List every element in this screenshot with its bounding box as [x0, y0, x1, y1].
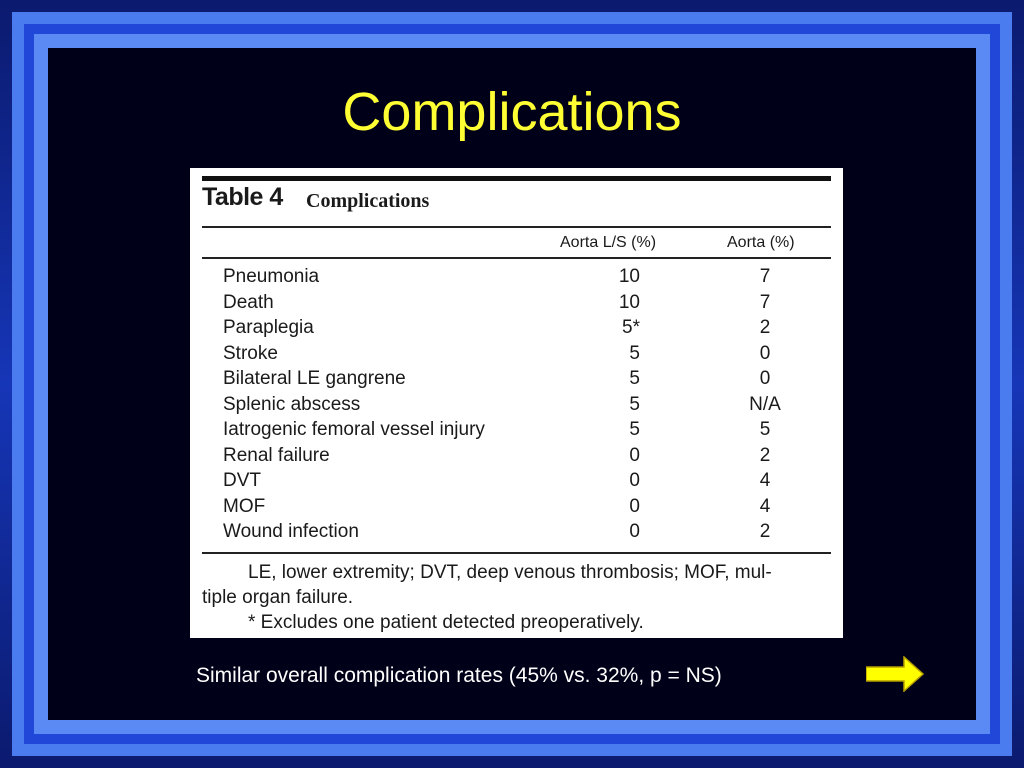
- cell-aorta-ls: 10: [618, 266, 640, 287]
- table-row: DVT 0 4: [190, 468, 843, 494]
- row-label: Splenic abscess: [223, 393, 361, 415]
- row-label: Bilateral LE gangrene: [223, 368, 406, 389]
- table-row: Renal failure 0 2: [190, 443, 843, 469]
- table-row: Paraplegia 5* 2: [190, 315, 843, 341]
- right-arrow-icon[interactable]: [866, 656, 924, 692]
- table-row: Splenic abscess 5 N/A: [190, 392, 843, 418]
- footnote-line: tiple organ failure.: [202, 587, 354, 608]
- table-row: Pneumonia 10 7: [190, 264, 843, 290]
- cell-aorta-ls: 10: [618, 291, 640, 313]
- cell-aorta-ls: 0: [629, 444, 640, 466]
- footnote-line: * Excludes one patient detected preopera…: [248, 612, 644, 633]
- table-row: Death 10 7: [190, 290, 843, 316]
- complications-table: Table 4 Complications Aorta L/S (%) Aort…: [190, 168, 843, 638]
- cell-aorta-ls: 0: [629, 470, 640, 491]
- table-rule-bottom: [202, 552, 831, 554]
- row-label: DVT: [223, 470, 261, 491]
- cell-aorta-ls: 5: [629, 393, 640, 415]
- table-rule-header-bottom: [202, 257, 831, 259]
- row-label: Wound infection: [223, 521, 359, 542]
- cell-aorta: 7: [759, 266, 771, 287]
- row-label: Death: [223, 291, 274, 313]
- row-label: MOF: [223, 495, 266, 517]
- cell-aorta: 0: [759, 342, 771, 364]
- table-label: Table 4: [202, 183, 283, 211]
- table-row: Stroke 5 0: [190, 341, 843, 367]
- cell-aorta-ls: 5: [629, 419, 640, 440]
- table-footnote: LE, lower extremity; DVT, deep venous th…: [202, 560, 832, 635]
- table-top-rule: [202, 176, 831, 181]
- row-label: Iatrogenic femoral vessel injury: [223, 419, 485, 440]
- cell-aorta: 0: [759, 368, 771, 389]
- row-label: Renal failure: [223, 444, 330, 466]
- cell-aorta: 2: [759, 521, 771, 542]
- table-row: Bilateral LE gangrene 5 0: [190, 366, 843, 392]
- cell-aorta: 4: [759, 495, 771, 517]
- column-header-aorta-ls: Aorta L/S (%): [560, 234, 657, 251]
- cell-aorta-ls: 5: [629, 342, 640, 364]
- table-name: Complications: [306, 190, 430, 212]
- table-row: Iatrogenic femoral vessel injury 5 5: [190, 417, 843, 443]
- cell-aorta-ls: 0: [629, 521, 640, 542]
- cell-aorta: 2: [759, 317, 771, 338]
- footnote-line: LE, lower extremity; DVT, deep venous th…: [248, 562, 772, 583]
- column-header-aorta: Aorta (%): [727, 234, 795, 251]
- row-label: Stroke: [223, 342, 278, 364]
- cell-aorta-ls: 0: [629, 495, 640, 517]
- slide-caption: Similar overall complication rates (45% …: [196, 664, 722, 687]
- row-label: Paraplegia: [223, 317, 314, 338]
- table-rule-header-top: [202, 226, 831, 228]
- cell-aorta-ls: 5: [629, 368, 640, 389]
- cell-aorta: 2: [759, 444, 771, 466]
- table-body: Pneumonia 10 7 Death 10 7 Paraplegia 5* 2 Stroke 5…: [190, 264, 843, 545]
- table-row: MOF 0 4: [190, 494, 843, 520]
- slide-title: Complications: [342, 82, 682, 142]
- cell-aorta: 7: [759, 291, 771, 313]
- cell-aorta: 4: [759, 470, 771, 491]
- cell-aorta: 5: [759, 419, 771, 440]
- table-row: Wound infection 0 2: [190, 519, 843, 545]
- row-label: Pneumonia: [223, 266, 320, 287]
- cell-aorta: N/A: [749, 393, 781, 415]
- right-arrow-shape: [866, 656, 924, 692]
- cell-aorta-ls: 5*: [622, 317, 640, 338]
